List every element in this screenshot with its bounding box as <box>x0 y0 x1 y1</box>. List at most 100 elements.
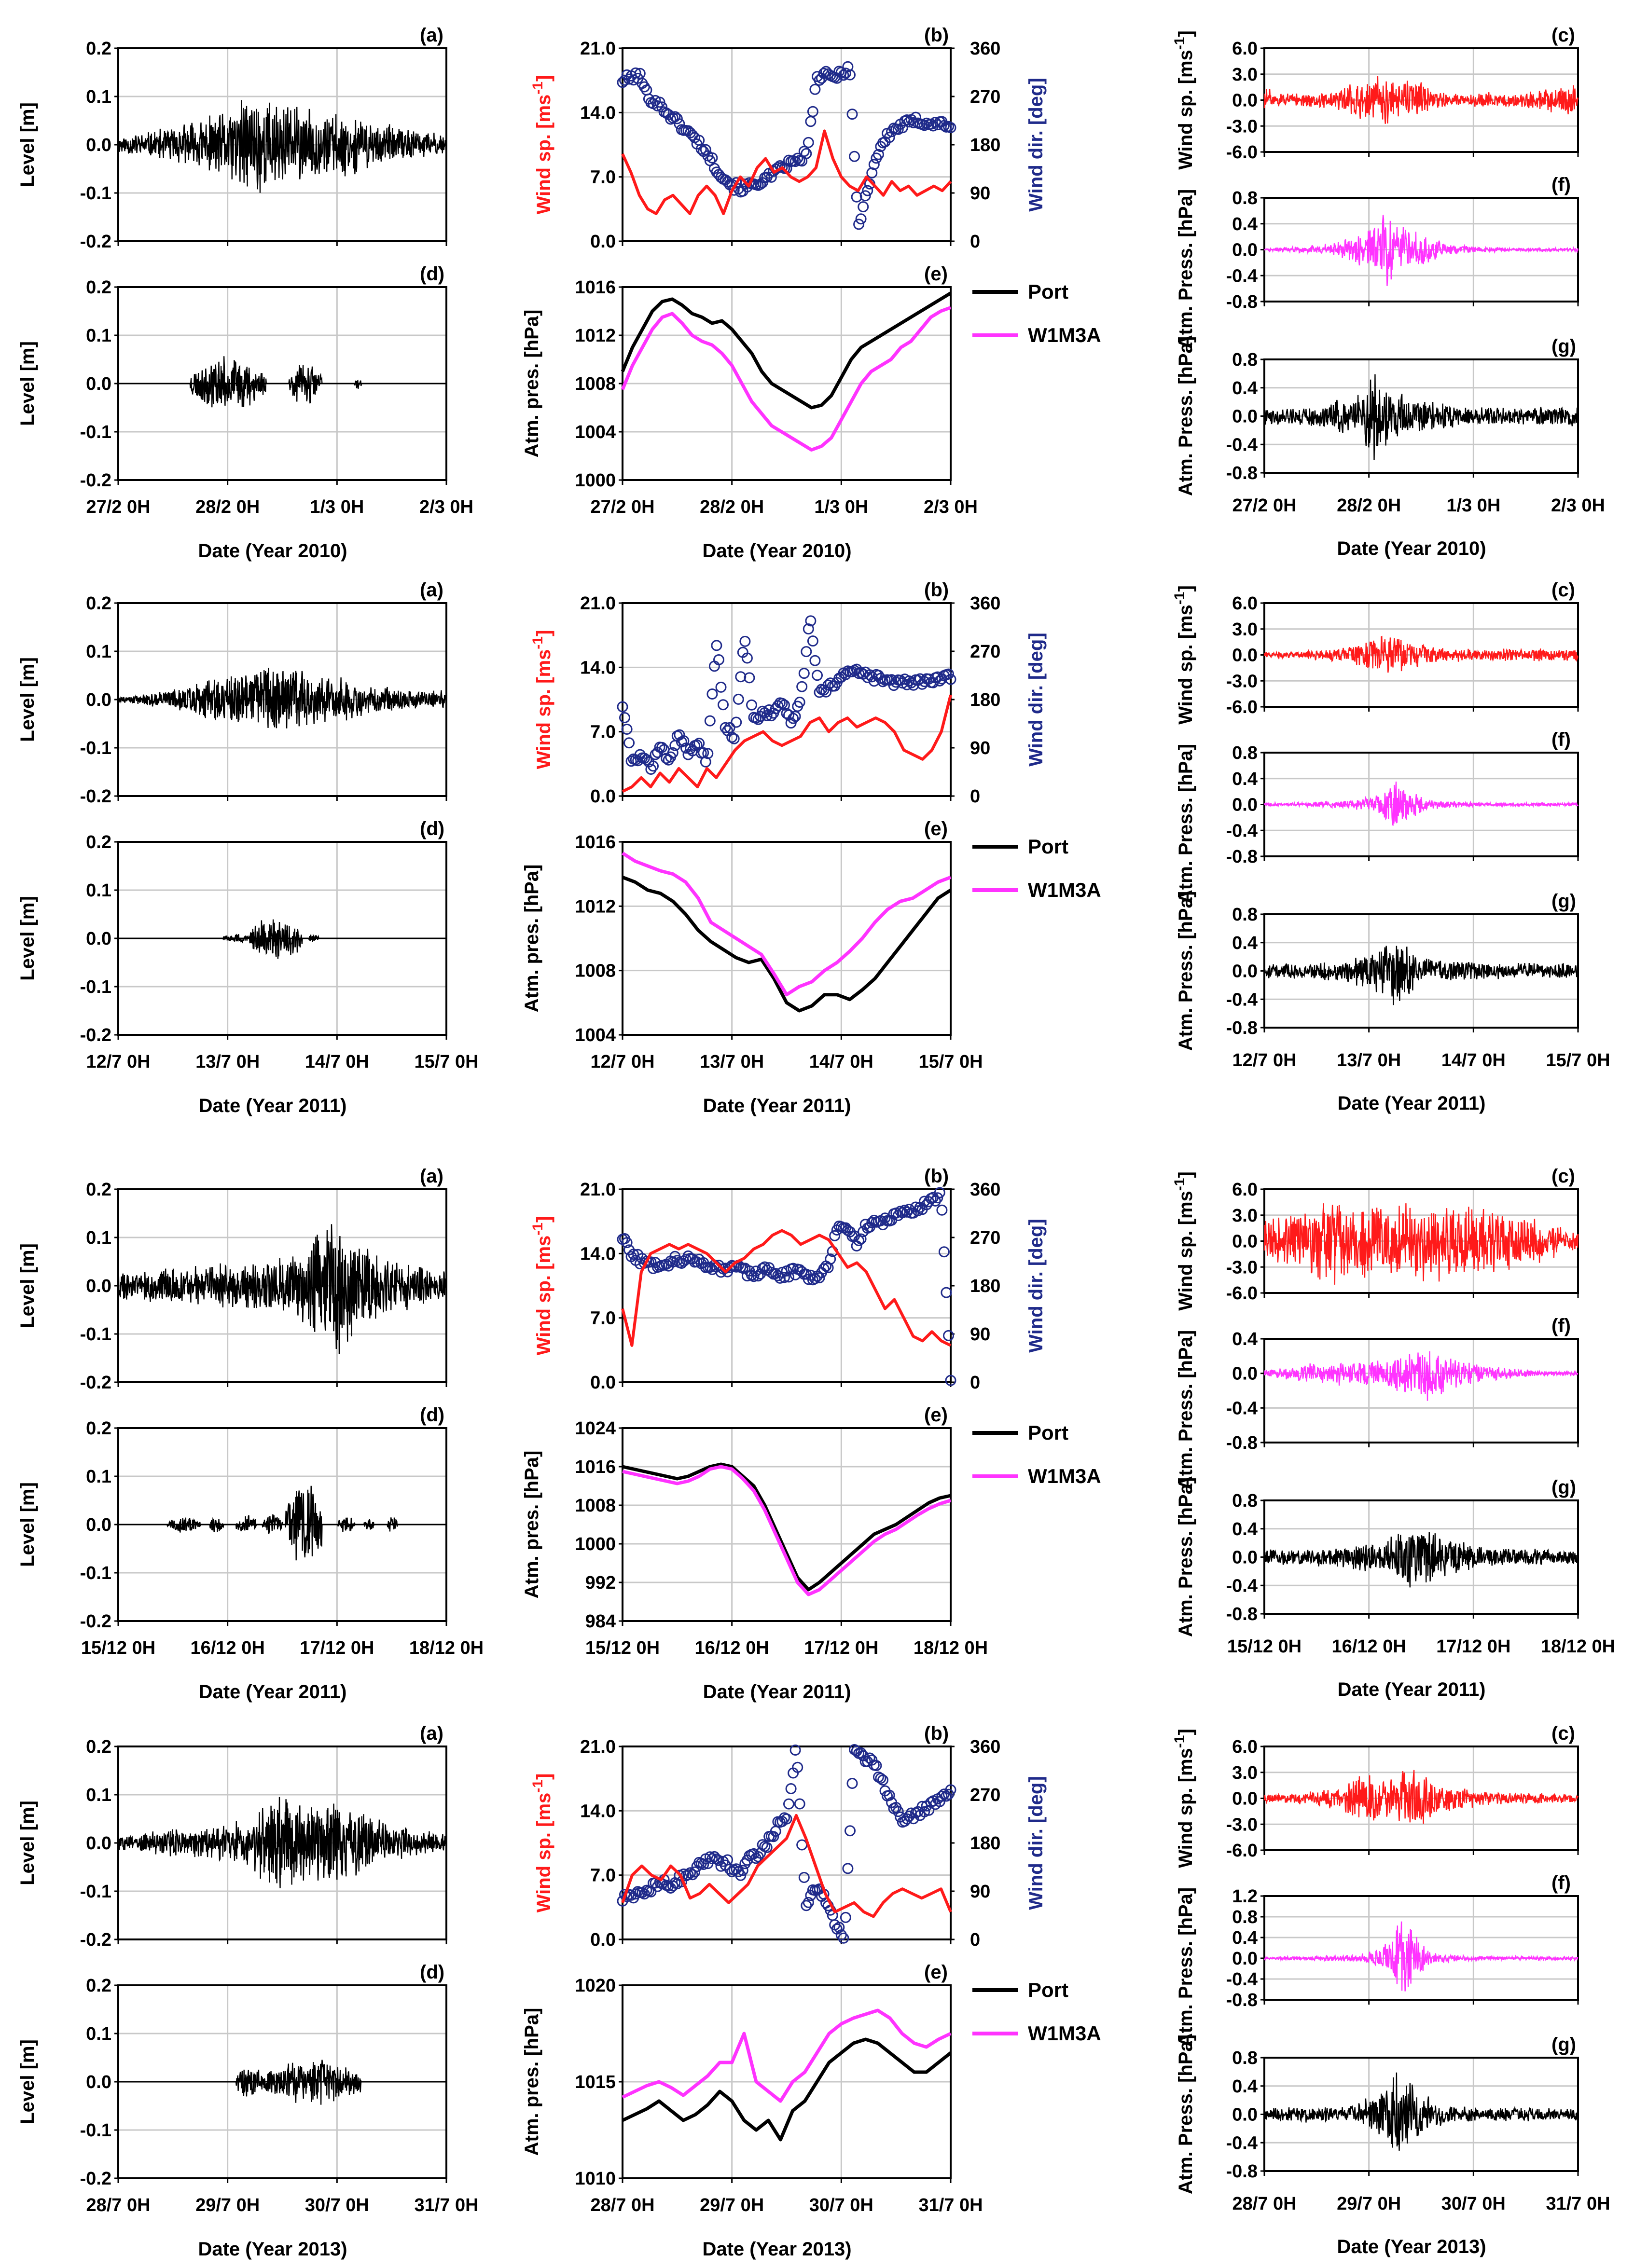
event-4-wind-dir-point <box>698 1859 709 1870</box>
event-4-panel-b-ylabel2: Wind dir. [deg] <box>1025 1776 1047 1910</box>
legend-w1m3a-label: W1M3A <box>1028 324 1101 346</box>
event-2-wind-dir-point <box>619 712 630 723</box>
event-1-b-xtick: 2/3 0H <box>924 497 978 517</box>
event-2-panel-e-ytick: 1012 <box>575 896 616 917</box>
event-1-panel-e-ylabel: Atm. pres. [hPa] <box>521 310 542 458</box>
event-2-wind-dir-point <box>803 623 814 635</box>
event-1-c-xlabel: Date (Year 2010) <box>1337 538 1486 559</box>
event-2-panel-g-ytick: 0.8 <box>1232 905 1258 925</box>
event-2-wind-dir-point <box>718 699 729 711</box>
event-1-panel-d-ytick: 0.1 <box>86 326 111 346</box>
ylabel-sup: -1 <box>1172 37 1188 50</box>
event-2-b-y2tick: 90 <box>970 738 990 758</box>
event-4-wind-dir-point <box>838 1932 849 1944</box>
event-4-b-xtick: 30/7 0H <box>809 2195 873 2215</box>
event-4-a-xtick: 28/7 0H <box>86 2195 150 2215</box>
event-3-panel-b-title: (b) <box>924 1166 949 1187</box>
event-1-panel-d-ytick: 0.2 <box>86 277 111 298</box>
ylabel-base: Wind sp. [ms <box>1175 1748 1196 1868</box>
event-2-a-xtick: 13/7 0H <box>195 1052 260 1072</box>
event-3-wind-dir-point <box>855 1233 867 1245</box>
event-4-panel-a-ytick: 0.0 <box>86 1833 111 1854</box>
event-3-c-xtick: 15/12 0H <box>1227 1636 1302 1657</box>
event-3-c-xtick: 17/12 0H <box>1436 1636 1510 1657</box>
event-4-wind-dir-point <box>892 1806 904 1817</box>
event-2-panel-a-frame <box>117 602 447 797</box>
event-2-wind-dir-point <box>794 697 805 708</box>
event-4-panel-g-ytick: 0.0 <box>1232 2105 1258 2125</box>
event-2-wind-dir-point <box>625 756 637 767</box>
event-4-press-hf-port-series <box>1263 2072 1579 2151</box>
event-2-wind-dir-point <box>706 688 718 700</box>
event-1-panel-e-ytick: 1008 <box>575 374 616 394</box>
event-1-panel-b-ylabel: Wind sp. [ms-1] <box>530 75 554 215</box>
event-4-a-xtick: 31/7 0H <box>414 2195 478 2215</box>
event-2-wind-dir-point <box>656 742 668 753</box>
event-3-panel-f-ytick: 0.0 <box>1232 1364 1258 1384</box>
ylabel-end: ] <box>1175 1729 1196 1735</box>
event-3-panel-c-ylabel: Wind sp. [ms-1] <box>1172 1171 1196 1311</box>
event-4-wind-dir-point <box>842 1863 854 1874</box>
event-1-b-y2tick: 90 <box>970 183 990 204</box>
event-3-wind-dir-point <box>628 1249 639 1260</box>
event-2-b-y2tick: 360 <box>970 593 1000 614</box>
event-3-wind-dir-point <box>748 1271 760 1282</box>
event-4-panel-c-ytick: 6.0 <box>1232 1737 1258 1757</box>
event-3-wind-dir-point <box>814 1272 825 1283</box>
event-3-a-xtick: 18/12 0H <box>409 1638 484 1658</box>
event-4-panel-a-ytick: 0.2 <box>86 1737 111 1757</box>
event-2-b-xtick: 12/7 0H <box>590 1052 654 1072</box>
event-3-wind-dir-point <box>818 1263 830 1275</box>
event-1-panel-c-ytick: -6.0 <box>1226 142 1258 163</box>
event-1-wind-dir-point <box>700 144 711 155</box>
event-1-wind-dir-point <box>807 106 818 117</box>
ylabel-base: Wind sp. [ms <box>533 1236 554 1356</box>
event-1-panel-a-ytick: 0.0 <box>86 135 111 155</box>
event-3-panel-a-ytick: -0.1 <box>80 1324 111 1345</box>
event-2-panel-g-ytick: -0.4 <box>1226 990 1258 1010</box>
event-4-a-xtick: 29/7 0H <box>195 2195 260 2215</box>
event-4-wind-dir-point <box>761 1842 773 1853</box>
event-3-panel-b-ytick: 0.0 <box>590 1373 616 1393</box>
event-4-c-xtick: 31/7 0H <box>1546 2194 1610 2214</box>
ylabel-sup: -1 <box>530 1780 546 1793</box>
event-2-c-xtick: 12/7 0H <box>1232 1050 1296 1071</box>
event-1-wind-dir-point <box>671 113 683 124</box>
event-4-wind-dir-point <box>781 1813 792 1825</box>
event-2-b-xtick: 14/7 0H <box>809 1052 873 1072</box>
event-4-wind-dir-point <box>803 1897 814 1908</box>
event-3-group: 0.2 0.1 0.0 -0.1 -0.2 (a) Level [m] 0.2 0.1 0.0 -0… <box>17 1166 1615 1703</box>
event-3-panel-a-ylabel: Level [m] <box>17 1243 38 1328</box>
event-2-panel-d-title: (d) <box>420 818 444 839</box>
event-2-panel-c-ytick: 6.0 <box>1232 593 1258 614</box>
event-2-panel-b-ytick: 14.0 <box>580 658 616 678</box>
event-1-panel-d-title: (d) <box>420 263 444 285</box>
event-1-panel-d-ytick: -0.1 <box>80 422 111 442</box>
event-3-wind-speed-series <box>621 1229 952 1347</box>
event-4-panel-f-frame <box>1263 1895 1579 2001</box>
event-4-panel-b-ytick: 21.0 <box>580 1737 616 1757</box>
event-4-wind-dir-point <box>682 1869 694 1881</box>
event-1-panel-g-title: (g) <box>1551 336 1576 357</box>
event-1-panel-a-ytick: 0.1 <box>86 87 111 107</box>
event-4-wind-dir-point <box>685 1867 696 1879</box>
event-3-b-y2tick: 360 <box>970 1180 1000 1200</box>
event-1-wind-dir-point <box>868 159 880 170</box>
event-1-a-xtick: 28/2 0H <box>195 497 260 517</box>
event-1-wind-speed-series <box>621 129 952 215</box>
event-4-wind-dir-point <box>768 1831 779 1842</box>
event-4-wind-dir-point <box>674 1869 685 1881</box>
event-1-wind-dir-point <box>805 116 817 127</box>
ylabel-sup: -1 <box>530 1223 546 1236</box>
event-3-panel-b-ytick: 21.0 <box>580 1180 616 1200</box>
event-2-wind-dir-point <box>739 635 751 647</box>
event-1-b-xtick: 1/3 0H <box>814 497 868 517</box>
event-2-panel-g-title: (g) <box>1551 891 1576 912</box>
event-1-panel-a-ytick: -0.1 <box>80 183 111 204</box>
ylabel-end: ] <box>533 75 554 82</box>
event-1-panel-f-ytick: -0.4 <box>1226 266 1258 286</box>
event-1-wind-dir-point <box>838 69 849 81</box>
event-2-c-xtick: 13/7 0H <box>1337 1050 1401 1071</box>
event-2-wind-dir-point <box>796 681 808 692</box>
event-3-wind-dir-point <box>853 1235 865 1246</box>
